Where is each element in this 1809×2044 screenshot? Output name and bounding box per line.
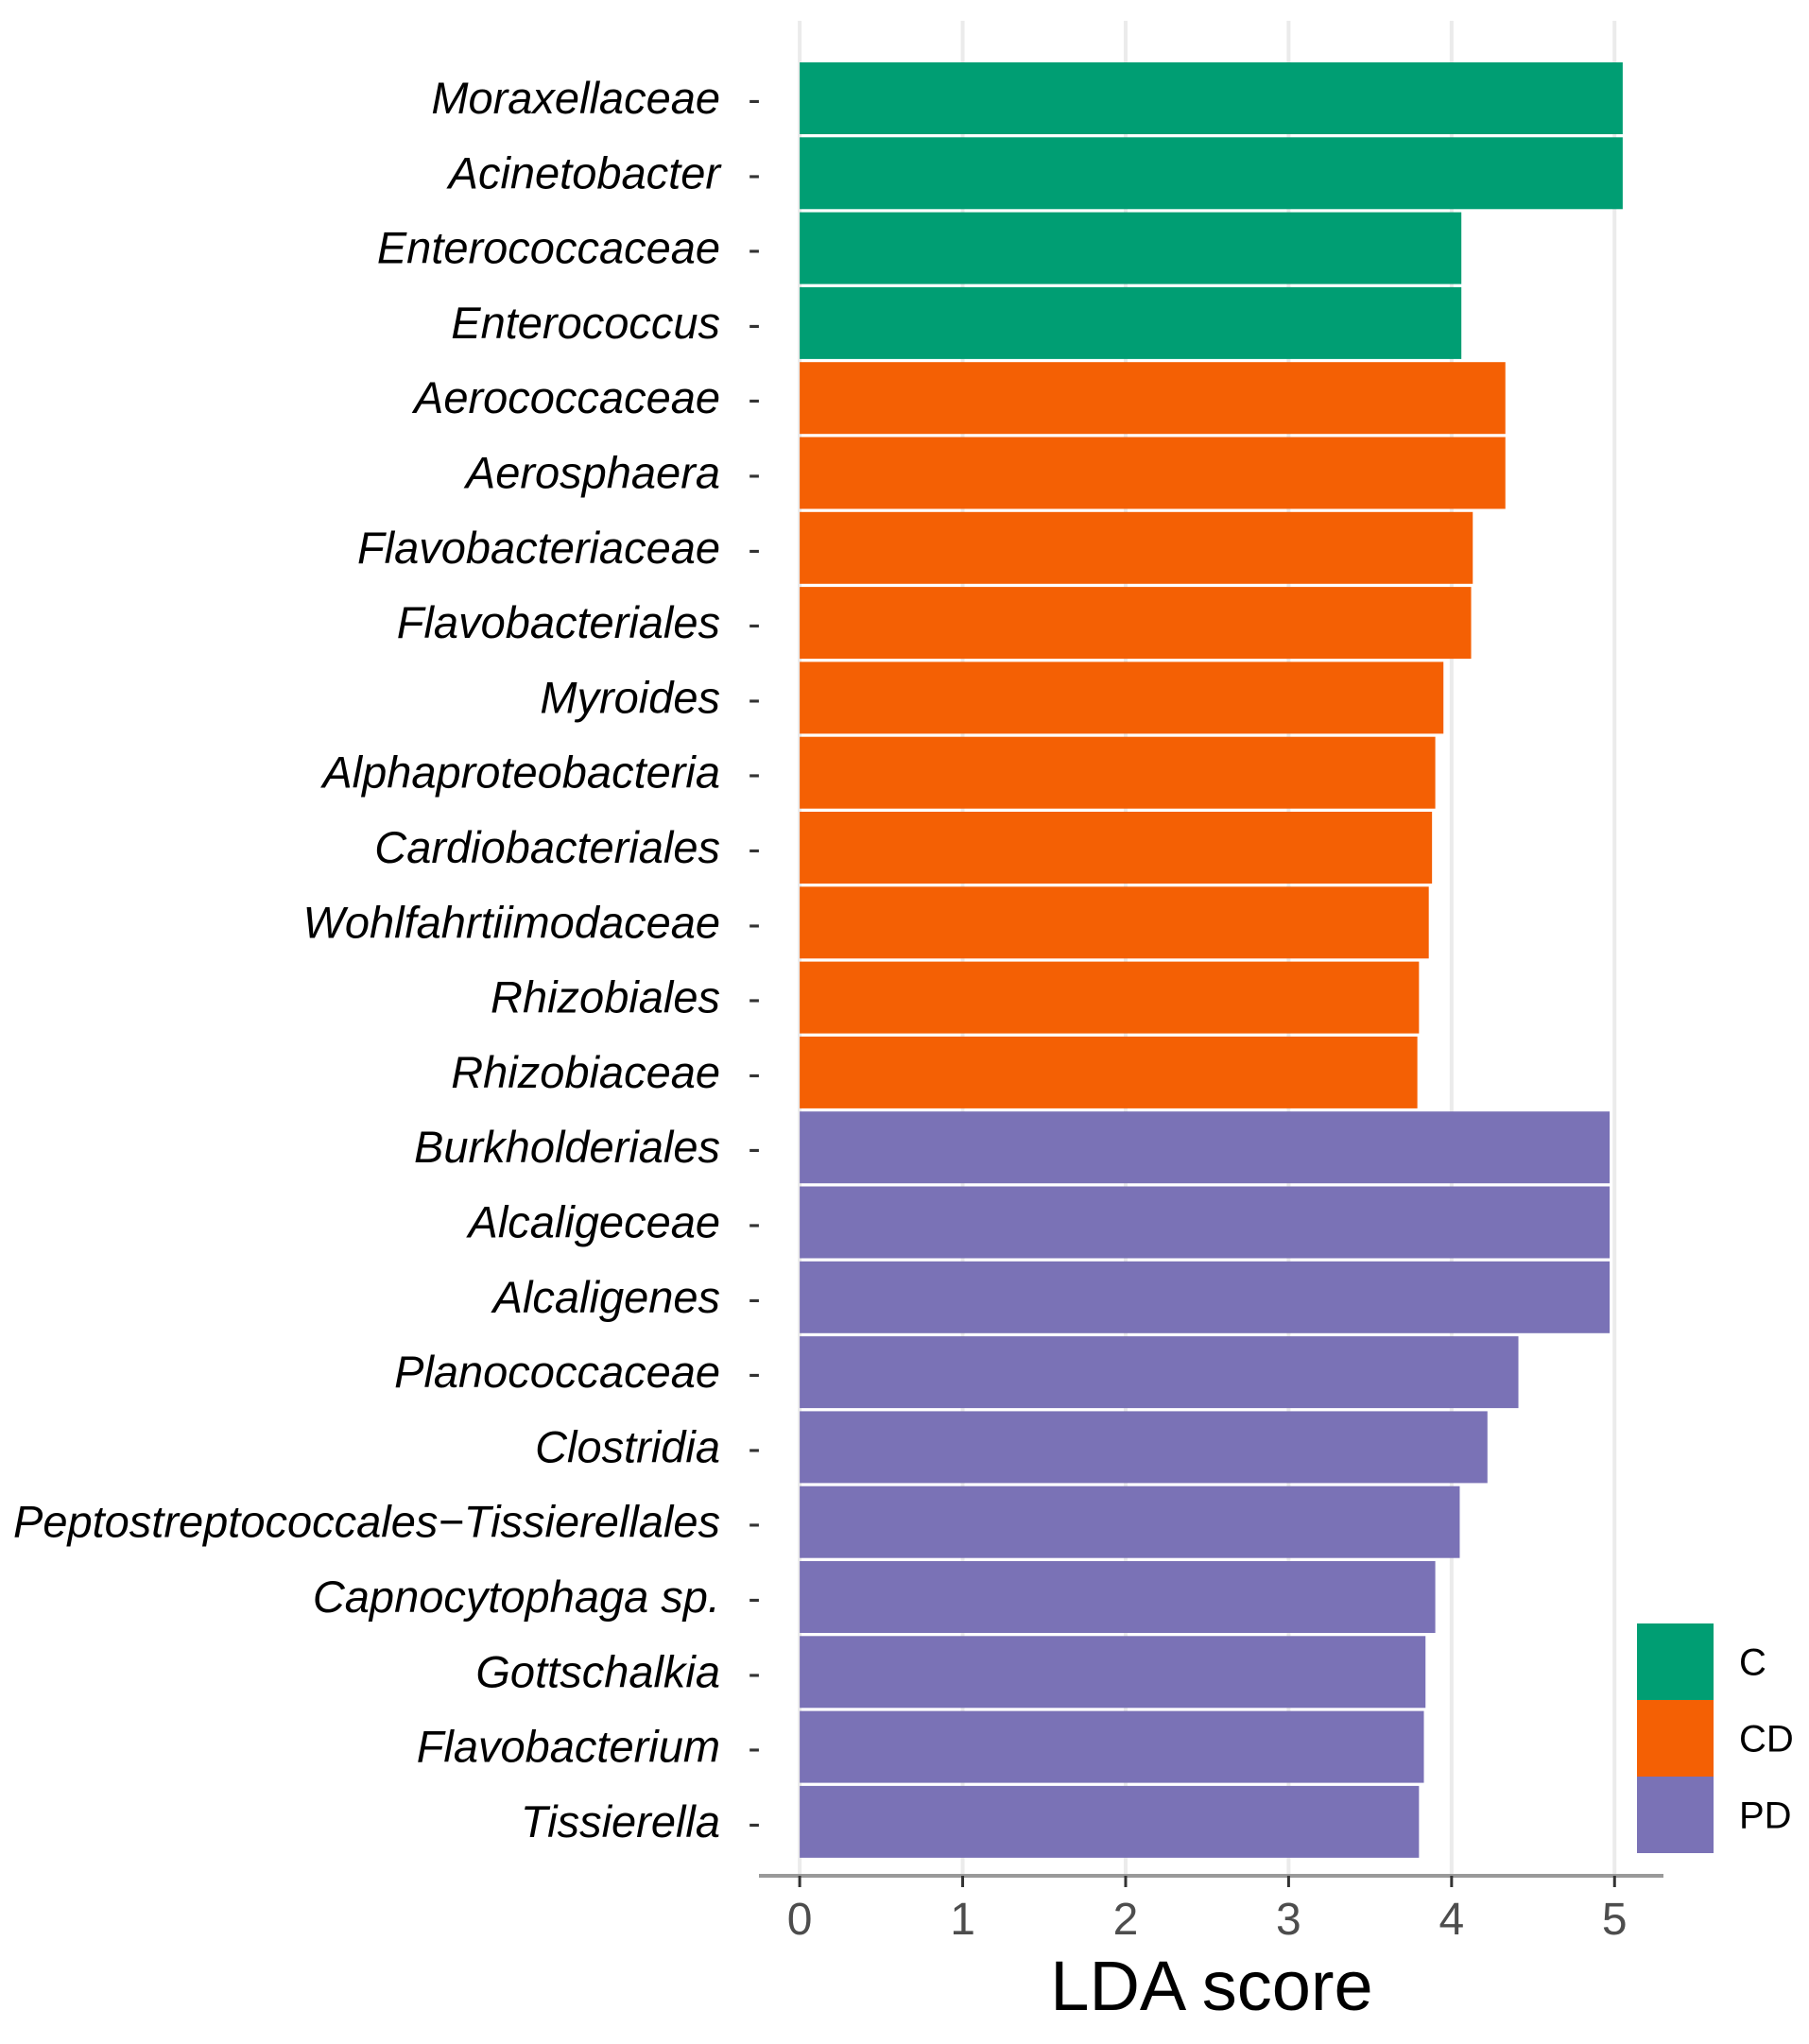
- y-label-aerosphaera: Aerosphaera: [463, 448, 720, 498]
- y-tick-rhizobiaceae: -: [748, 1053, 760, 1094]
- y-tick-acinetobacter: -: [748, 153, 760, 195]
- x-tick-label-4: 4: [1439, 1895, 1464, 1945]
- y-tick-aerococcaceae: -: [748, 378, 760, 420]
- bar-alcaligenes: [800, 1261, 1611, 1333]
- y-label-alcaligenes: Alcaligenes: [491, 1272, 720, 1322]
- y-tick-myroides: -: [748, 678, 760, 719]
- bar-planococcaceae: [800, 1336, 1519, 1409]
- bar-alcaligeceae: [800, 1186, 1611, 1259]
- x-tick-label-0: 0: [787, 1895, 813, 1945]
- y-label-rhizobiaceae: Rhizobiaceae: [451, 1047, 720, 1097]
- x-axis-ticks: 0 1 2 3 4 5: [787, 1876, 1628, 1945]
- y-tick-enterococcus: -: [748, 303, 760, 345]
- y-tick-peptostreptococcales-tissierellales: -: [748, 1503, 760, 1544]
- y-tick-gottschalkia: -: [748, 1652, 760, 1693]
- bar-tissierella: [800, 1785, 1420, 1858]
- x-axis-title: LDA score: [1050, 1947, 1372, 2025]
- bar-rhizobiaceae: [800, 1036, 1418, 1108]
- y-tick-alphaproteobacteria: -: [748, 753, 760, 795]
- bar-wohlfahrtiimodaceae: [800, 886, 1429, 959]
- y-tick-alcaligenes: -: [748, 1278, 760, 1319]
- legend-key-pd: [1637, 1777, 1714, 1853]
- y-label-alcaligeceae: Alcaligeceae: [465, 1197, 720, 1247]
- bar-aerosphaera: [800, 437, 1506, 509]
- y-tick-rhizobiales: -: [748, 978, 760, 1020]
- y-label-gottschalkia: Gottschalkia: [475, 1646, 720, 1696]
- y-label-moraxellaceae: Moraxellaceae: [431, 73, 720, 123]
- y-axis-labels: Moraxellaceae -Acinetobacter -Enterococcac…: [13, 73, 761, 1846]
- y-label-cardiobacteriales: Cardiobacteriales: [374, 822, 720, 872]
- y-tick-planococcaceae: -: [748, 1352, 760, 1394]
- y-label-peptostreptococcales-tissierellales: Peptostreptococcales−Tissierellales: [13, 1497, 720, 1547]
- y-label-wohlfahrtiimodaceae: Wohlfahrtiimodaceae: [303, 897, 721, 947]
- bar-rhizobiales: [800, 961, 1420, 1034]
- y-label-enterococcaceae: Enterococcaceae: [377, 223, 720, 273]
- bar-gottschalkia: [800, 1636, 1426, 1709]
- y-tick-flavobacteriaceae: -: [748, 528, 760, 570]
- legend-label-pd: PD: [1739, 1795, 1792, 1837]
- legend-key-cd: [1637, 1700, 1714, 1777]
- bar-acinetobacter: [800, 137, 1623, 210]
- y-label-flavobacterium: Flavobacterium: [417, 1722, 720, 1772]
- x-tick-label-2: 2: [1113, 1895, 1139, 1945]
- bar-cardiobacteriales: [800, 812, 1433, 884]
- bar-aerococcaceae: [800, 362, 1506, 435]
- y-tick-alcaligeceae: -: [748, 1203, 760, 1245]
- bar-alphaproteobacteria: [800, 736, 1436, 809]
- y-label-enterococcus: Enterococcus: [451, 298, 720, 348]
- bar-peptostreptococcales-tissierellales: [800, 1486, 1460, 1558]
- y-tick-aerosphaera: -: [748, 454, 760, 495]
- y-label-burkholderiales: Burkholderiales: [414, 1122, 720, 1172]
- y-tick-wohlfahrtiimodaceae: -: [748, 902, 760, 944]
- y-label-planococcaceae: Planococcaceae: [394, 1347, 720, 1397]
- y-tick-tissierella: -: [748, 1802, 760, 1844]
- bar-myroides: [800, 661, 1444, 734]
- bar-enterococcus: [800, 286, 1462, 359]
- y-label-aerococcaceae: Aerococcaceae: [411, 372, 720, 422]
- y-label-myroides: Myroides: [540, 672, 720, 722]
- x-tick-label-5: 5: [1602, 1895, 1628, 1945]
- y-label-flavobacteriaceae: Flavobacteriaceae: [357, 523, 720, 573]
- y-tick-flavobacteriales: -: [748, 603, 760, 644]
- bar-flavobacteriaceae: [800, 511, 1473, 584]
- y-tick-capnocytophaga-sp: -: [748, 1577, 760, 1619]
- y-label-capnocytophaga-sp: Capnocytophaga sp.: [313, 1572, 720, 1622]
- bar-enterococcaceae: [800, 212, 1462, 284]
- x-tick-label-1: 1: [950, 1895, 975, 1945]
- bar-capnocytophaga-sp: [800, 1561, 1436, 1633]
- y-label-acinetobacter: Acinetobacter: [446, 147, 723, 198]
- legend-label-c: C: [1739, 1642, 1766, 1684]
- y-tick-enterococcaceae: -: [748, 229, 760, 270]
- y-label-tissierella: Tissierella: [521, 1796, 720, 1846]
- bars: [800, 62, 1623, 1858]
- bar-burkholderiales: [800, 1111, 1611, 1184]
- bar-flavobacteriales: [800, 587, 1472, 660]
- legend: C CD PD: [1637, 1623, 1794, 1853]
- y-label-flavobacteriales: Flavobacteriales: [397, 597, 720, 647]
- bar-flavobacterium: [800, 1710, 1424, 1783]
- y-label-alphaproteobacteria: Alphaproteobacteria: [319, 747, 720, 798]
- x-tick-label-3: 3: [1276, 1895, 1301, 1945]
- y-tick-cardiobacteriales: -: [748, 828, 760, 869]
- bar-clostridia: [800, 1411, 1488, 1484]
- bar-moraxellaceae: [800, 62, 1623, 134]
- legend-key-c: [1637, 1623, 1714, 1700]
- y-tick-moraxellaceae: -: [748, 78, 760, 120]
- y-tick-flavobacterium: -: [748, 1727, 760, 1769]
- y-label-rhizobiales: Rhizobiales: [491, 972, 720, 1022]
- y-tick-burkholderiales: -: [748, 1127, 760, 1169]
- legend-label-cd: CD: [1739, 1719, 1794, 1761]
- y-tick-clostridia: -: [748, 1427, 760, 1469]
- y-label-clostridia: Clostridia: [535, 1421, 720, 1471]
